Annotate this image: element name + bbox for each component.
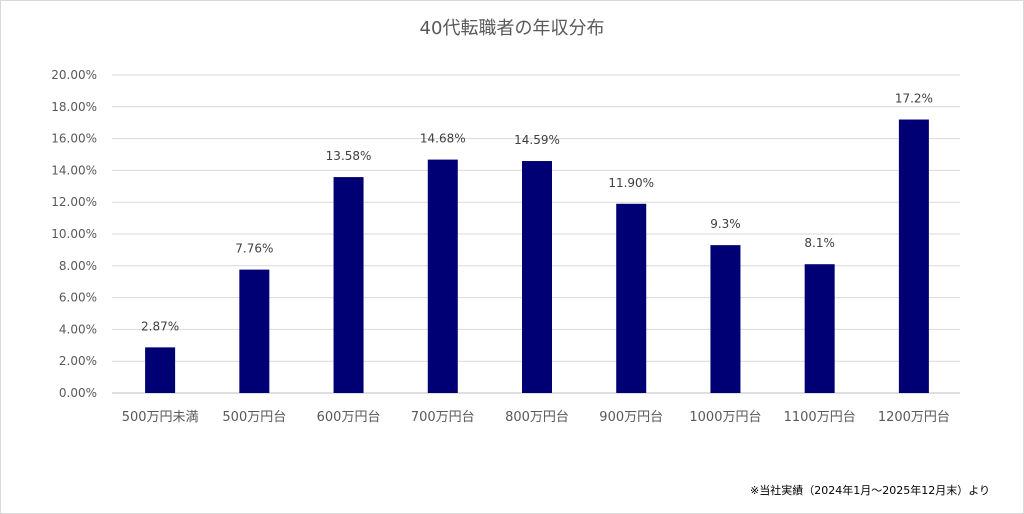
y-tick-label: 4.00% bbox=[59, 322, 97, 336]
y-tick-label: 6.00% bbox=[59, 291, 97, 305]
y-tick-label: 10.00% bbox=[51, 227, 97, 241]
data-labels: 2.87% 7.76% 13.58% 14.68% 14.59% 11.90% 9.3% 8.… bbox=[141, 92, 933, 334]
y-tick-label: 0.00% bbox=[59, 386, 97, 400]
y-tick-label: 14.00% bbox=[51, 163, 97, 177]
y-axis-ticks: 0.00% 2.00% 4.00% 6.00% 8.00% 10.00% 12.00% 14.… bbox=[51, 68, 97, 400]
source-footnote: ※当社実績（2024年1月～2025年12月末）より bbox=[750, 484, 990, 497]
x-axis-categories: 500万円未満 500万円台 600万円台 700万円台 800万円台 900万円台 100… bbox=[122, 410, 950, 425]
x-category-label: 1200万円台 bbox=[878, 410, 950, 425]
bar bbox=[427, 159, 458, 393]
y-tick-label: 12.00% bbox=[51, 195, 97, 209]
x-category-label: 800万円台 bbox=[505, 410, 569, 425]
y-tick-label: 18.00% bbox=[51, 100, 97, 114]
bar bbox=[522, 161, 552, 393]
chart-title: 40代転職者の年収分布 bbox=[419, 18, 605, 39]
bar bbox=[333, 177, 364, 393]
data-label: 11.90% bbox=[608, 176, 654, 190]
data-label: 2.87% bbox=[141, 319, 179, 333]
bar bbox=[898, 119, 929, 394]
bar bbox=[145, 347, 176, 393]
bar bbox=[804, 264, 835, 393]
x-category-label: 700万円台 bbox=[411, 410, 475, 425]
data-label: 8.1% bbox=[804, 236, 835, 250]
x-category-label: 1000万円台 bbox=[689, 410, 761, 425]
data-label: 17.2% bbox=[895, 92, 933, 106]
y-tick-label: 20.00% bbox=[51, 68, 97, 82]
x-category-label: 500万円未満 bbox=[122, 410, 199, 425]
data-label: 14.59% bbox=[514, 133, 560, 147]
data-label: 14.68% bbox=[420, 132, 466, 146]
data-label: 13.58% bbox=[326, 149, 372, 163]
y-tick-label: 16.00% bbox=[51, 132, 97, 146]
x-category-label: 1100万円台 bbox=[784, 410, 856, 425]
y-tick-label: 2.00% bbox=[59, 354, 97, 368]
data-label: 7.76% bbox=[235, 242, 273, 256]
x-category-label: 900万円台 bbox=[599, 410, 663, 425]
x-category-label: 600万円台 bbox=[317, 410, 381, 425]
y-tick-label: 8.00% bbox=[59, 259, 97, 273]
x-category-label: 500万円台 bbox=[222, 410, 286, 425]
bar bbox=[710, 245, 741, 393]
data-label: 9.3% bbox=[710, 217, 741, 231]
bar bbox=[616, 203, 647, 393]
bar bbox=[239, 269, 270, 393]
bars bbox=[145, 119, 929, 394]
